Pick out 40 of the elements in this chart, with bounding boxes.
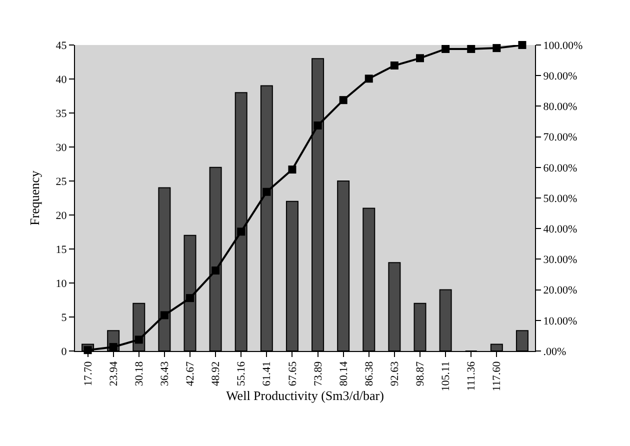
y-tick-label: 5	[61, 312, 68, 324]
y2-tick-label: 50.00%	[543, 192, 578, 205]
x-tick-label: 17.70	[82, 360, 94, 386]
y2-tick-label: 40.00%	[543, 223, 578, 236]
x-tick-label: 105.11	[440, 361, 452, 392]
x-tick-label: 86.38	[363, 360, 376, 386]
y2-tick-label: 70.00%	[543, 132, 578, 144]
y-tick-label: 40	[56, 74, 68, 86]
x-tick-label: 92.63	[389, 360, 402, 386]
y-tick-label: 0	[61, 346, 68, 358]
y-tick-label: 10	[56, 278, 68, 290]
y2-tick-label: 30.00%	[543, 254, 578, 266]
x-tick-label: 98.87	[414, 360, 427, 386]
y2-tick-label: 10.00%	[543, 315, 578, 328]
x-tick-label: 111.36	[466, 360, 478, 391]
x-tick-label: 73.89	[312, 360, 324, 386]
x-tick-label: 36.43	[159, 360, 172, 386]
x-axis-title: Well Productivity (Sm3/d/bar)	[226, 388, 384, 404]
x-tick-label: 80.14	[338, 360, 350, 386]
x-tick-label: 23.94	[108, 360, 120, 386]
y2-tick-label: 20.00%	[543, 284, 578, 297]
y2-tick-label: 80.00%	[543, 101, 578, 114]
x-tick-label: 48.92	[210, 361, 222, 386]
x-tick-label: 30.18	[133, 360, 146, 386]
x-tick-label: 61.41	[261, 361, 274, 386]
x-tick-label: 117.60	[491, 360, 504, 392]
x-tick-label: 55.16	[236, 360, 248, 386]
y-axis-title: Frequency	[27, 170, 42, 226]
y-tick-label: 45	[56, 40, 68, 52]
x-tick-label: 42.67	[184, 360, 197, 386]
y-tick-label: 15	[56, 244, 68, 256]
y2-tick-label: .00%	[543, 346, 566, 358]
y2-tick-label: 90.00%	[543, 70, 578, 82]
x-tick-label: 67.65	[286, 360, 299, 386]
y2-tick-label: 100.00%	[543, 40, 583, 52]
y-tick-label: 25	[56, 176, 68, 188]
y-tick-label: 20	[56, 210, 68, 222]
y2-tick-label: 60.00%	[543, 162, 578, 174]
y-tick-label: 35	[56, 108, 68, 120]
y-tick-label: 30	[56, 142, 68, 154]
